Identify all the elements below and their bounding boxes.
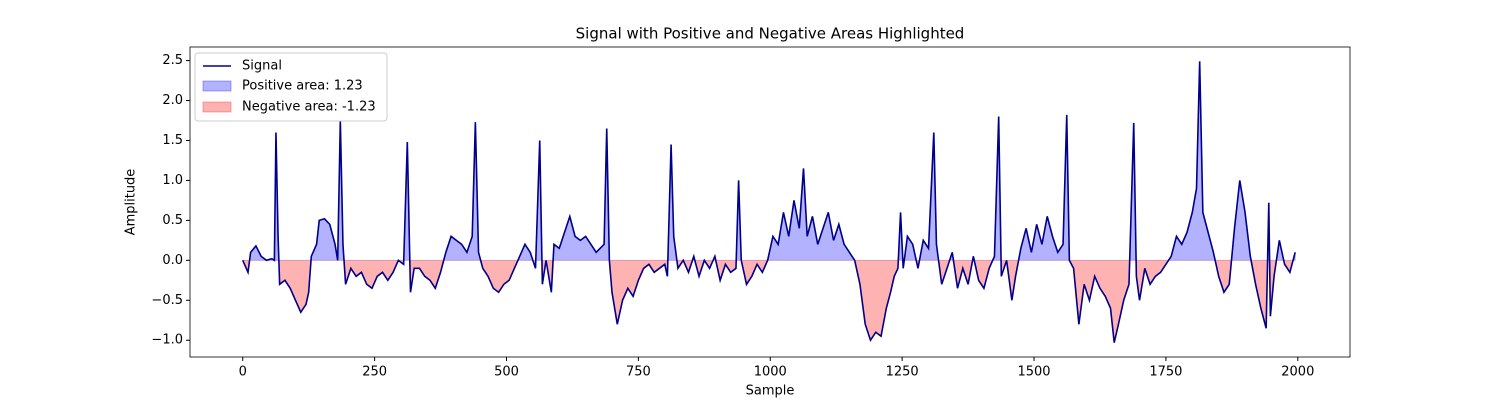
- legend-label: Positive area: 1.23: [242, 79, 363, 94]
- y-axis-label: Amplitude: [124, 169, 139, 236]
- y-tick-label: −0.5: [151, 293, 183, 308]
- legend-label: Signal: [242, 59, 282, 74]
- legend-box: [194, 52, 388, 122]
- area-fill: [241, 61, 1296, 261]
- chart-title: Signal with Positive and Negative Areas …: [576, 25, 965, 43]
- area-fill: [242, 260, 1296, 343]
- y-tick-label: 0.5: [162, 213, 183, 228]
- x-tick-label: 250: [362, 365, 387, 380]
- x-tick-label: 1750: [1149, 365, 1182, 380]
- legend-label: Negative area: -1.23: [242, 100, 376, 115]
- x-tick-label: 750: [626, 365, 651, 380]
- y-tick-label: 1.0: [162, 173, 183, 188]
- y-tick-label: 1.5: [162, 133, 183, 148]
- y-tick-label: 0.0: [162, 253, 183, 268]
- signal-line: [241, 61, 1296, 343]
- y-tick-label: 2.0: [162, 93, 183, 108]
- x-tick-label: 500: [494, 365, 519, 380]
- x-tick-label: 0: [239, 365, 247, 380]
- x-tick-label: 1500: [1017, 365, 1050, 380]
- x-tick-label: 1250: [886, 365, 919, 380]
- x-tick-label: 1000: [754, 365, 787, 380]
- legend-swatch: [202, 80, 232, 92]
- x-tick-label: 2000: [1281, 365, 1314, 380]
- legend-swatch: [202, 101, 232, 113]
- x-axis-label: Sample: [746, 384, 795, 399]
- y-tick-label: −1.0: [151, 333, 183, 348]
- y-tick-label: 2.5: [162, 53, 183, 68]
